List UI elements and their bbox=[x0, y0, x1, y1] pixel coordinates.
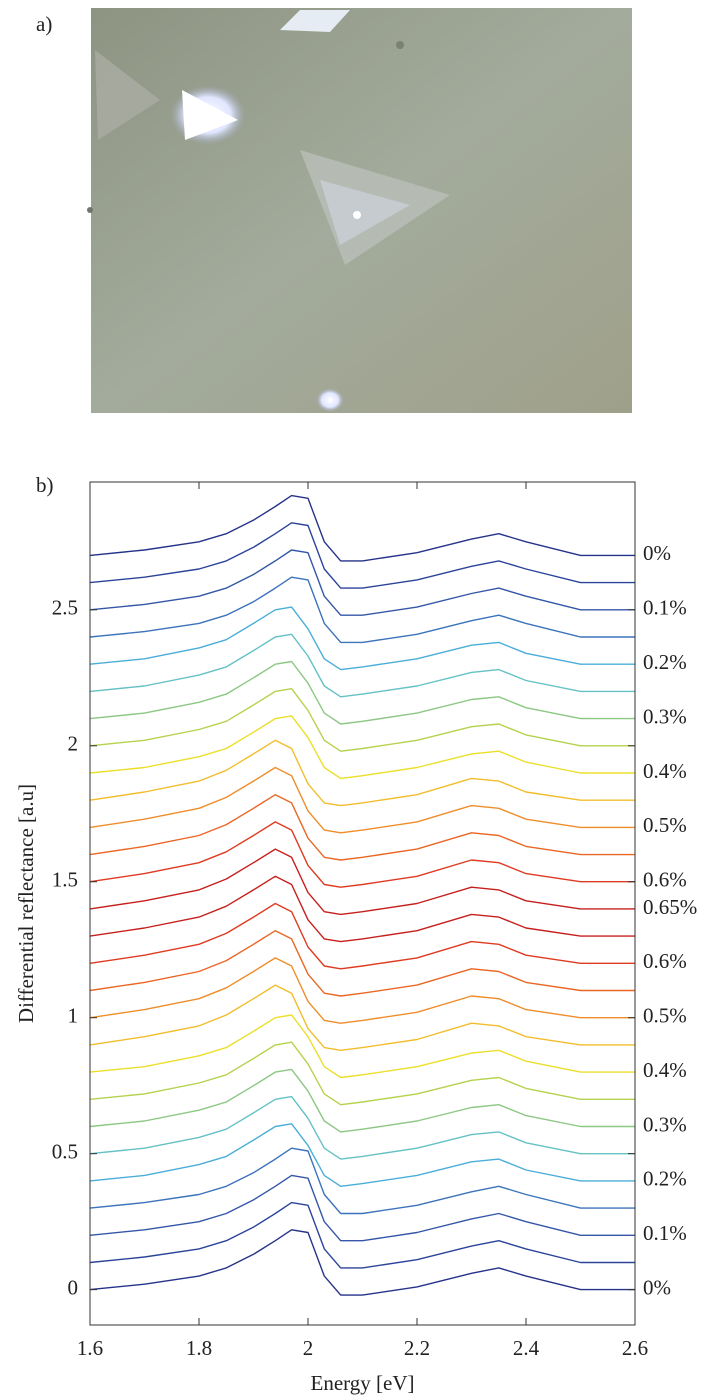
y-tick-label: 1.5 bbox=[52, 868, 78, 892]
spectrum-line bbox=[89, 1095, 635, 1160]
spectrum-line bbox=[89, 522, 635, 589]
spectrum-line bbox=[89, 1174, 635, 1242]
axes-box bbox=[89, 481, 636, 1326]
spectrum-line bbox=[89, 1123, 635, 1187]
plot-area: 0% 0.1% 0.2% 0.3% 0.4% 0.5% 0.6% 0.65% 0.6% 0.5% 0… bbox=[14, 481, 697, 1395]
spectrum-line bbox=[89, 1014, 635, 1079]
panel-label: a) bbox=[36, 12, 52, 36]
spectrum-line bbox=[89, 739, 635, 807]
y-axis-label: Differential reflectance [a.u] bbox=[14, 784, 38, 1023]
series-label: 0% bbox=[643, 1275, 671, 1299]
spectrum-line bbox=[89, 821, 635, 888]
series-label: 0.5% bbox=[643, 1004, 687, 1028]
spectrum-line bbox=[89, 848, 635, 916]
y-tick-label: 0.5 bbox=[52, 1139, 78, 1163]
spectrum-line bbox=[89, 766, 635, 834]
x-axis-label: Energy [eV] bbox=[311, 1371, 415, 1395]
series-label: 0.4% bbox=[643, 759, 687, 783]
spectrum-line bbox=[89, 902, 635, 970]
spectrum-line bbox=[89, 930, 635, 997]
series-label: 0% bbox=[643, 541, 671, 565]
panel-label: b) bbox=[36, 473, 54, 497]
spectrum-line bbox=[89, 957, 635, 1024]
spectrum-line bbox=[89, 715, 635, 780]
x-tick-label: 2.2 bbox=[404, 1336, 430, 1360]
series-label: 0.3% bbox=[643, 1112, 687, 1136]
spectrum-line bbox=[89, 1068, 635, 1133]
spectrum-line bbox=[89, 1201, 635, 1269]
spectrum-line bbox=[89, 794, 635, 861]
x-tick-label: 1.8 bbox=[186, 1336, 212, 1360]
micrograph bbox=[87, 8, 632, 413]
x-tick-label: 2.4 bbox=[513, 1336, 540, 1360]
y-tick-label: 2 bbox=[68, 732, 79, 756]
series-label: 0.6% bbox=[643, 949, 687, 973]
spectrum-line bbox=[89, 1147, 635, 1215]
spectrum-line bbox=[89, 1041, 635, 1106]
x-tick-label: 1.6 bbox=[77, 1336, 103, 1360]
x-tick-label: 2 bbox=[303, 1336, 314, 1360]
spectrum-line bbox=[89, 576, 635, 644]
series-label: 0.1% bbox=[643, 596, 687, 620]
series-label: 0.2% bbox=[643, 650, 687, 674]
spectrum-line bbox=[89, 549, 635, 616]
y-tick-label: 2.5 bbox=[52, 596, 78, 620]
series-label: 0.6% bbox=[643, 868, 687, 892]
spectrum-line bbox=[89, 660, 635, 725]
spectrum-line bbox=[89, 494, 635, 562]
y-tick-label: 0 bbox=[68, 1275, 79, 1299]
series-label: 0.3% bbox=[643, 704, 687, 728]
spectrum-line bbox=[89, 633, 635, 698]
series-label: 0.2% bbox=[643, 1167, 687, 1191]
series-label: 0.1% bbox=[643, 1221, 687, 1245]
series-label: 0.4% bbox=[643, 1058, 687, 1082]
spectrum-line bbox=[89, 875, 635, 943]
spectrum-line bbox=[89, 688, 635, 752]
spectrum-line bbox=[89, 984, 635, 1051]
spectrum-line bbox=[89, 606, 635, 671]
x-tick-label: 2.6 bbox=[622, 1336, 648, 1360]
spectrum-line bbox=[89, 1229, 635, 1296]
y-tick-label: 1 bbox=[68, 1004, 79, 1028]
series-label: 0.5% bbox=[643, 813, 687, 837]
series-label: 0.65% bbox=[643, 895, 697, 919]
